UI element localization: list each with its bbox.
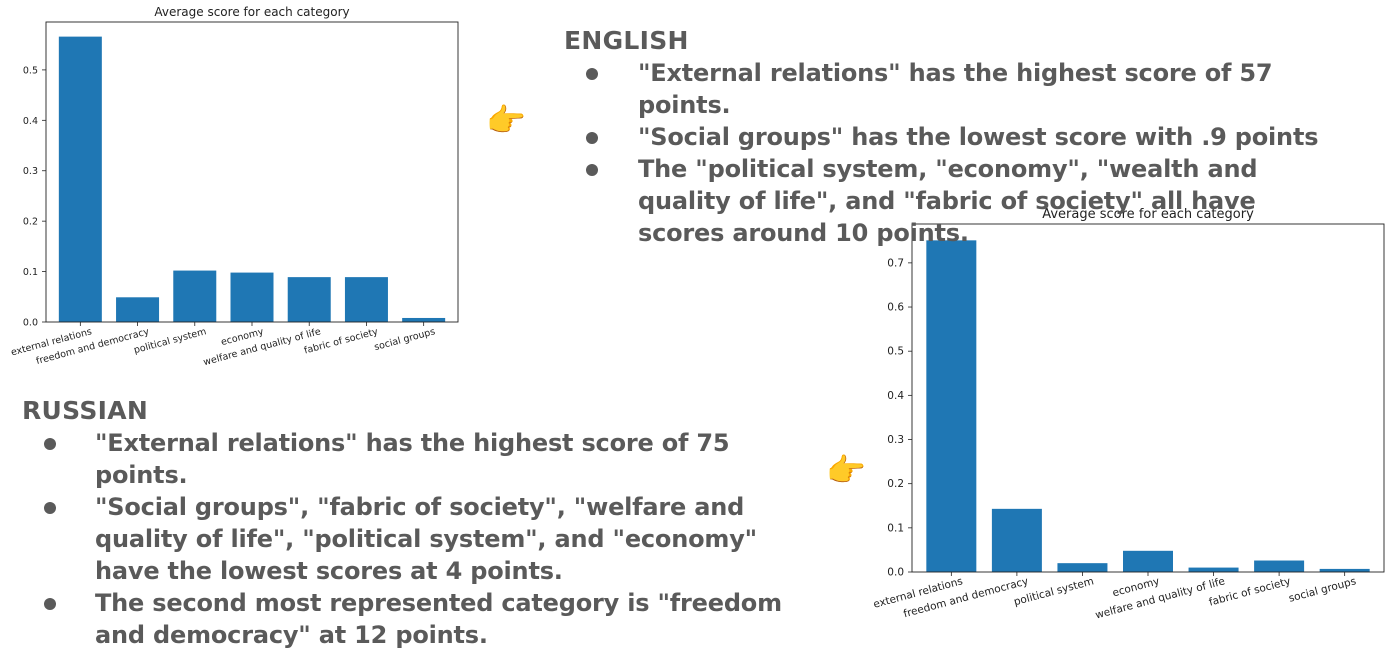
english-bullet: "External relations" has the highest sco… bbox=[564, 57, 1364, 121]
chart-english: Average score for each category 0.0 0.1 0.2… bbox=[0, 0, 470, 380]
chart-bar bbox=[1254, 560, 1305, 572]
chart-bar bbox=[402, 317, 446, 322]
chart-title: Average score for each category bbox=[1042, 207, 1254, 222]
y-tick-label: 0.5 bbox=[23, 65, 38, 76]
english-summary: ENGLISH "External relations" has the hig… bbox=[564, 26, 1364, 249]
bullet-dot bbox=[44, 598, 56, 610]
y-tick-label: 0.5 bbox=[887, 346, 904, 358]
english-bullet: "Social groups" has the lowest score wit… bbox=[564, 121, 1364, 153]
y-tick-label: 0.1 bbox=[23, 267, 38, 278]
russian-summary: RUSSIAN "External relations" has the hig… bbox=[22, 396, 822, 651]
english-bullet-text: "Social groups" has the lowest score wit… bbox=[638, 123, 1319, 151]
chart-bar bbox=[173, 270, 217, 322]
y-tick-label: 0.2 bbox=[23, 217, 38, 228]
chart-bar bbox=[116, 297, 160, 322]
y-tick-label: 0.2 bbox=[887, 478, 904, 490]
english-heading: ENGLISH bbox=[564, 26, 689, 55]
chart-bar bbox=[58, 36, 102, 322]
y-tick-label: 0.1 bbox=[887, 522, 904, 534]
russian-bullet-text: "External relations" has the highest sco… bbox=[95, 429, 730, 489]
russian-bullet: "External relations" has the highest sco… bbox=[22, 427, 822, 491]
russian-bullet: The second most represented category is … bbox=[22, 587, 795, 651]
y-tick-label: 0.3 bbox=[23, 166, 38, 177]
russian-bullet-text: The second most represented category is … bbox=[95, 589, 782, 649]
chart-bar bbox=[344, 277, 388, 322]
plot-frame bbox=[911, 223, 1385, 573]
chart-bar bbox=[991, 508, 1042, 572]
chart-russian-svg: Average score for each category 0.0 0.1 0.2… bbox=[872, 207, 1385, 622]
bullet-dot bbox=[44, 502, 56, 514]
bullet-dot bbox=[44, 438, 56, 450]
chart-bar bbox=[926, 240, 977, 573]
y-tick-label: 0.4 bbox=[23, 116, 38, 127]
chart-bar bbox=[1123, 550, 1173, 572]
y-tick-label: 0.7 bbox=[887, 257, 904, 269]
pointing-hand-icon-english: 👉 bbox=[486, 101, 526, 139]
russian-bullets: "External relations" has the highest sco… bbox=[22, 427, 822, 651]
y-tick-label: 0.6 bbox=[887, 302, 904, 314]
y-tick-label: 0.3 bbox=[887, 434, 904, 446]
english-bullets: "External relations" has the highest sco… bbox=[564, 57, 1364, 249]
y-tick-label: 0.0 bbox=[887, 567, 904, 579]
russian-bullet: "Social groups", "fabric of society", "w… bbox=[22, 491, 815, 587]
x-tick-label: social groups bbox=[373, 326, 436, 353]
x-tick-label: social groups bbox=[1287, 575, 1357, 605]
chart-bar bbox=[230, 272, 274, 322]
pointing-hand-icon-russian: 👉 bbox=[826, 451, 866, 489]
chart-bar bbox=[287, 277, 331, 322]
russian-heading: RUSSIAN bbox=[22, 396, 149, 425]
chart-title: Average score for each category bbox=[154, 5, 349, 19]
chart-english-svg: Average score for each category 0.0 0.1 0.2… bbox=[10, 5, 459, 368]
chart-russian: Average score for each category 0.0 0.1 0.2… bbox=[860, 196, 1400, 636]
english-bullet: The "political system, "economy", "wealt… bbox=[564, 153, 1348, 249]
english-bullet-text: "External relations" has the highest sco… bbox=[638, 59, 1273, 119]
bullet-dot bbox=[586, 132, 598, 144]
bullet-dot bbox=[586, 68, 598, 80]
chart-bar bbox=[1319, 568, 1370, 572]
y-tick-label: 0.4 bbox=[887, 390, 904, 402]
bullet-dot bbox=[586, 164, 598, 176]
english-bullet-text: The "political system, "economy", "wealt… bbox=[638, 155, 1258, 247]
chart-bar bbox=[1188, 567, 1239, 572]
chart-bar bbox=[1057, 563, 1108, 572]
y-tick-label: 0.0 bbox=[23, 318, 38, 329]
russian-bullet-text: "Social groups", "fabric of society", "w… bbox=[95, 493, 757, 585]
